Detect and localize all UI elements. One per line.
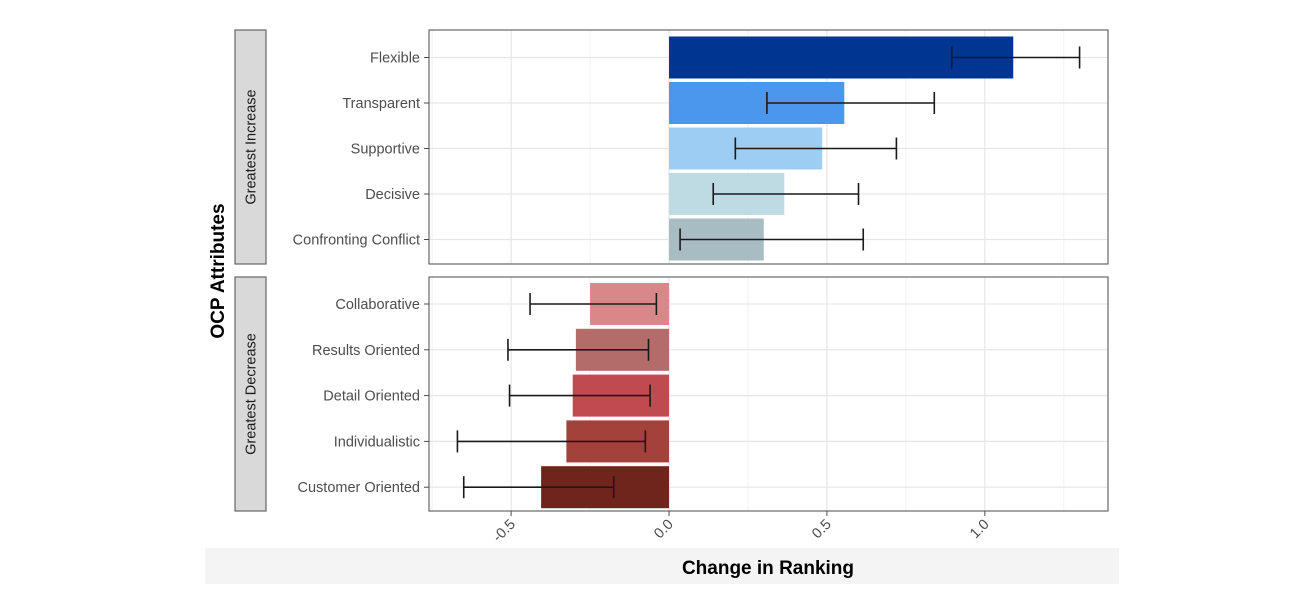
y-tick-label-customer-oriented: Customer Oriented	[298, 480, 421, 496]
error-bar-customer-oriented	[462, 476, 615, 499]
y-tick-label-individualistic: Individualistic	[334, 434, 420, 450]
y-tick-label-transparent: Transparent	[342, 96, 420, 112]
facet-strip-label: Greatest Increase	[244, 89, 260, 204]
facet-strip	[234, 276, 267, 512]
x-axis-title: Change in Ranking	[682, 558, 854, 579]
error-bar-decisive	[712, 183, 860, 205]
error-bar-individualistic	[456, 430, 647, 453]
error-bar-supportive	[734, 137, 898, 160]
x-tick-label: -0.5	[490, 517, 519, 546]
panel-border	[428, 29, 1109, 265]
y-tick-label-flexible: Flexible	[370, 51, 420, 67]
error-bar-detail-oriented	[508, 384, 651, 407]
x-tick-label: 0.5	[809, 517, 835, 543]
y-tick-label-collaborative: Collaborative	[335, 297, 420, 313]
error-bar-confronting-conflict	[679, 228, 865, 251]
facet-strip-label: Greatest Decrease	[244, 333, 260, 455]
y-tick-label-detail-oriented: Detail Oriented	[323, 389, 420, 405]
facet-panel-increase: Flexible Transparent Supportive Decisive Con…	[234, 29, 1109, 265]
error-bar-flexible	[950, 46, 1081, 69]
facet-panel-decrease: Collaborative Results Oriented Detail Orie…	[234, 276, 1109, 512]
y-tick-label-confronting-conflict: Confronting Conflict	[293, 233, 420, 249]
y-tick-label-supportive: Supportive	[351, 142, 420, 158]
error-bar-results-oriented	[507, 338, 650, 361]
facet-strip	[234, 29, 267, 265]
x-tick-label: 0.0	[651, 517, 677, 543]
error-bar-collaborative	[529, 293, 658, 315]
panel-border	[428, 276, 1109, 512]
y-tick-label-results-oriented: Results Oriented	[312, 343, 420, 359]
y-axis-title: OCP Attributes	[208, 203, 229, 338]
bottom-background-band	[205, 548, 1119, 584]
error-bar-transparent	[766, 92, 936, 114]
y-tick-label-decisive: Decisive	[365, 187, 420, 203]
x-tick-label: 1.0	[967, 517, 993, 543]
